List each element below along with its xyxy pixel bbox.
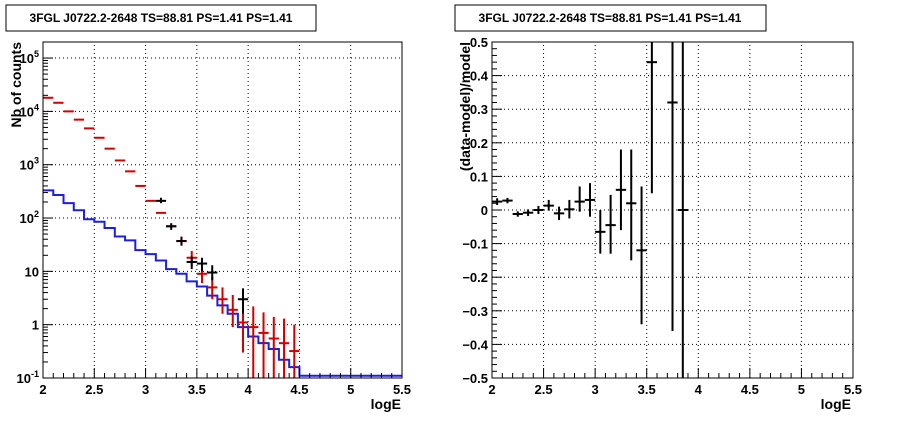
left-y-tick-label: 10 <box>25 264 39 279</box>
right-pad: 3FGL J0722.2-2648 TS=88.81 PS=1.41 PS=1.… <box>454 4 862 412</box>
left-y-tick-label: 1 <box>32 318 39 333</box>
left-pad-title-box <box>5 4 317 32</box>
left-x-tick-label: 5.5 <box>393 382 411 397</box>
left-y-tick-label: 10-1 <box>17 369 39 386</box>
left-x-tick-label: 4 <box>245 382 253 397</box>
left-plot-frame <box>42 41 403 379</box>
right-x-tick-label: 3 <box>592 382 599 397</box>
left-y-tick-label: 102 <box>20 209 39 226</box>
right-x-tick-label: 3.5 <box>638 382 656 397</box>
right-pad-title: 3FGL J0722.2-2648 TS=88.81 PS=1.41 PS=1.… <box>479 11 742 25</box>
right-y-tick-label: 0.5 <box>470 35 488 50</box>
left-series-layer <box>43 96 402 378</box>
right-x-tick-label: 5.5 <box>844 382 862 397</box>
left-x-tick-label: 4.5 <box>290 382 308 397</box>
left-y-axis-title: Nb of counts <box>8 42 24 128</box>
left-x-axis-title: logE <box>371 396 401 412</box>
right-y-tick-label: −0.4 <box>462 337 488 352</box>
left-y-tick-label: 103 <box>20 156 39 173</box>
right-y-axis-title: (data-model)/model <box>457 42 473 171</box>
left-grid <box>43 42 402 378</box>
right-y-tick-label: −0.5 <box>462 371 488 386</box>
right-x-tick-label: 4 <box>695 382 703 397</box>
left-x-tick-label: 2 <box>39 382 46 397</box>
left-pad: 3FGL J0722.2-2648 TS=88.81 PS=1.41 PS=1.… <box>5 4 411 412</box>
right-x-tick-label: 4.5 <box>741 382 759 397</box>
right-y-tick-label: 0.1 <box>470 169 488 184</box>
left-x-tick-label: 3 <box>142 382 149 397</box>
right-series-layer <box>492 42 688 378</box>
right-y-tick-label: −0.3 <box>462 304 488 319</box>
left-x-tick-label: 3.5 <box>188 382 206 397</box>
right-y-tick-label: 0 <box>481 203 488 218</box>
right-x-tick-label: 5 <box>798 382 805 397</box>
right-y-tick-label: −0.1 <box>462 237 488 252</box>
left-model-histogram <box>43 189 402 377</box>
right-y-tick-label: 0.2 <box>470 136 488 151</box>
right-y-tick-label: 0.3 <box>470 102 488 117</box>
right-y-tick-label: 0.4 <box>470 69 489 84</box>
right-ticks: 2 2.5 3 3.5 4 4.5 5 5.5 −0.5 −0.4 −0.3 −0.2 −0.1 0 0.1… <box>462 35 862 397</box>
right-x-axis-title: logE <box>821 396 851 412</box>
left-x-tick-label: 2.5 <box>85 382 103 397</box>
right-x-tick-label: 2 <box>488 382 495 397</box>
left-pad-title: 3FGL J0722.2-2648 TS=88.81 PS=1.41 PS=1.… <box>30 11 293 25</box>
right-y-tick-label: −0.2 <box>462 270 488 285</box>
left-x-tick-label: 5 <box>347 382 354 397</box>
right-pad-title-box <box>454 4 767 32</box>
right-x-tick-label: 2.5 <box>535 382 553 397</box>
